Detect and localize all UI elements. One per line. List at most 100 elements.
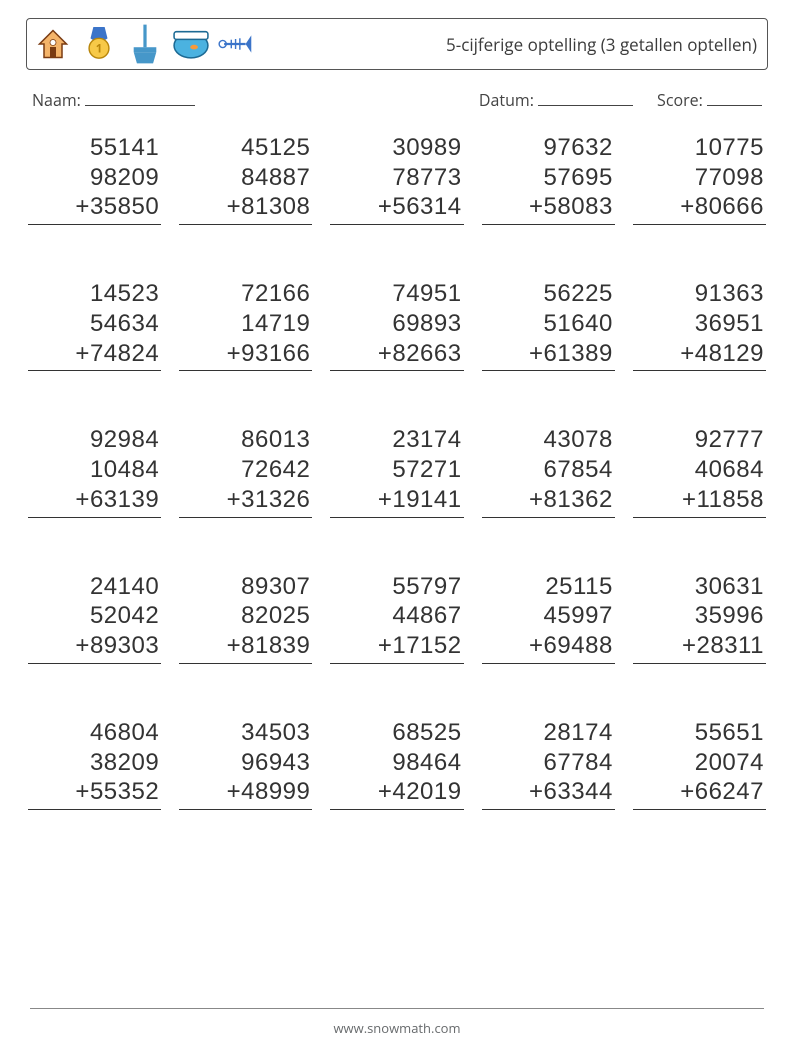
addend-2: 98464 (330, 748, 463, 778)
addition-problem: 3098978773+56314 (330, 133, 463, 225)
date-label: Datum: (479, 89, 534, 111)
addend-2: 98209 (28, 163, 161, 193)
addend-1: 34503 (179, 718, 312, 748)
addend-1: 68525 (330, 718, 463, 748)
addend-3-line: +81362 (482, 485, 615, 518)
addition-problem: 7495169893+82663 (330, 279, 463, 371)
addition-problem: 5565120074+66247 (633, 718, 766, 810)
addend-1: 91363 (633, 279, 766, 309)
addend-3-line: +74824 (28, 339, 161, 372)
addend-1: 24140 (28, 572, 161, 602)
addend-3-line: +80666 (633, 192, 766, 225)
addend-1: 30631 (633, 572, 766, 602)
addend-2: 45997 (482, 601, 615, 631)
addition-problem: 4307867854+81362 (482, 425, 615, 517)
addend-1: 89307 (179, 572, 312, 602)
addition-problem: 9277740684+11858 (633, 425, 766, 517)
addend-1: 28174 (482, 718, 615, 748)
addend-3-line: +63344 (482, 777, 615, 810)
addend-3-line: +55352 (28, 777, 161, 810)
footer-text: www.snowmath.com (333, 1019, 460, 1037)
addend-1: 23174 (330, 425, 463, 455)
addend-2: 36951 (633, 309, 766, 339)
addend-2: 96943 (179, 748, 312, 778)
addend-1: 45125 (179, 133, 312, 163)
addition-problem: 3450396943+48999 (179, 718, 312, 810)
addend-3-line: +42019 (330, 777, 463, 810)
addend-2: 14719 (179, 309, 312, 339)
addend-3-line: +81839 (179, 631, 312, 664)
addend-3-line: +19141 (330, 485, 463, 518)
addend-2: 54634 (28, 309, 161, 339)
addend-2: 35996 (633, 601, 766, 631)
name-label: Naam: (32, 89, 81, 111)
addend-3-line: +81308 (179, 192, 312, 225)
addend-2: 78773 (330, 163, 463, 193)
house-icon (33, 23, 73, 65)
addend-1: 10775 (633, 133, 766, 163)
worksheet-page: 1 5-cijferige optelling (3 getallen opte… (0, 0, 794, 1053)
fishbowl-icon (171, 23, 211, 65)
addend-3-line: +93166 (179, 339, 312, 372)
addend-1: 25115 (482, 572, 615, 602)
addend-2: 67784 (482, 748, 615, 778)
addition-problem: 2511545997+69488 (482, 572, 615, 664)
addend-3-line: +11858 (633, 485, 766, 518)
addend-2: 20074 (633, 748, 766, 778)
addend-3-line: +69488 (482, 631, 615, 664)
addend-2: 40684 (633, 455, 766, 485)
addend-3-line: +66247 (633, 777, 766, 810)
svg-text:1: 1 (96, 42, 102, 57)
date-field: Datum: (479, 88, 633, 111)
addend-3-line: +17152 (330, 631, 463, 664)
addend-2: 57271 (330, 455, 463, 485)
addend-2: 67854 (482, 455, 615, 485)
addend-3-line: +35850 (28, 192, 161, 225)
addend-1: 92984 (28, 425, 161, 455)
problems-grid: 5514198209+358504512584887+8130830989787… (28, 133, 766, 810)
addend-3-line: +31326 (179, 485, 312, 518)
score-blank (707, 88, 762, 106)
addend-3-line: +58083 (482, 192, 615, 225)
addition-problem: 6852598464+42019 (330, 718, 463, 810)
addend-2: 52042 (28, 601, 161, 631)
addend-1: 43078 (482, 425, 615, 455)
addition-problem: 8930782025+81839 (179, 572, 312, 664)
addend-1: 55797 (330, 572, 463, 602)
addition-problem: 1452354634+74824 (28, 279, 161, 371)
addend-1: 30989 (330, 133, 463, 163)
name-blank (85, 88, 195, 106)
addition-problem: 5514198209+35850 (28, 133, 161, 225)
addend-1: 92777 (633, 425, 766, 455)
footer: www.snowmath.com (30, 1008, 764, 1037)
addend-2: 10484 (28, 455, 161, 485)
addition-problem: 1077577098+80666 (633, 133, 766, 225)
addend-3-line: +56314 (330, 192, 463, 225)
addend-2: 51640 (482, 309, 615, 339)
fishbone-icon (217, 23, 257, 65)
addend-3-line: +61389 (482, 339, 615, 372)
score-field: Score: (657, 88, 762, 111)
addition-problem: 3063135996+28311 (633, 572, 766, 664)
addition-problem: 4512584887+81308 (179, 133, 312, 225)
header-bar: 1 5-cijferige optelling (3 getallen opte… (26, 18, 768, 70)
addend-3-line: +48129 (633, 339, 766, 372)
addend-3-line: +82663 (330, 339, 463, 372)
addition-problem: 2414052042+89303 (28, 572, 161, 664)
addition-problem: 9298410484+63139 (28, 425, 161, 517)
date-blank (538, 88, 633, 106)
addend-2: 72642 (179, 455, 312, 485)
addition-problem: 2817467784+63344 (482, 718, 615, 810)
addend-1: 56225 (482, 279, 615, 309)
addition-problem: 5622551640+61389 (482, 279, 615, 371)
addition-problem: 9763257695+58083 (482, 133, 615, 225)
addition-problem: 4680438209+55352 (28, 718, 161, 810)
addend-1: 74951 (330, 279, 463, 309)
addend-1: 55651 (633, 718, 766, 748)
addend-2: 77098 (633, 163, 766, 193)
addend-2: 69893 (330, 309, 463, 339)
addend-1: 72166 (179, 279, 312, 309)
addend-1: 55141 (28, 133, 161, 163)
addend-2: 84887 (179, 163, 312, 193)
addition-problem: 8601372642+31326 (179, 425, 312, 517)
